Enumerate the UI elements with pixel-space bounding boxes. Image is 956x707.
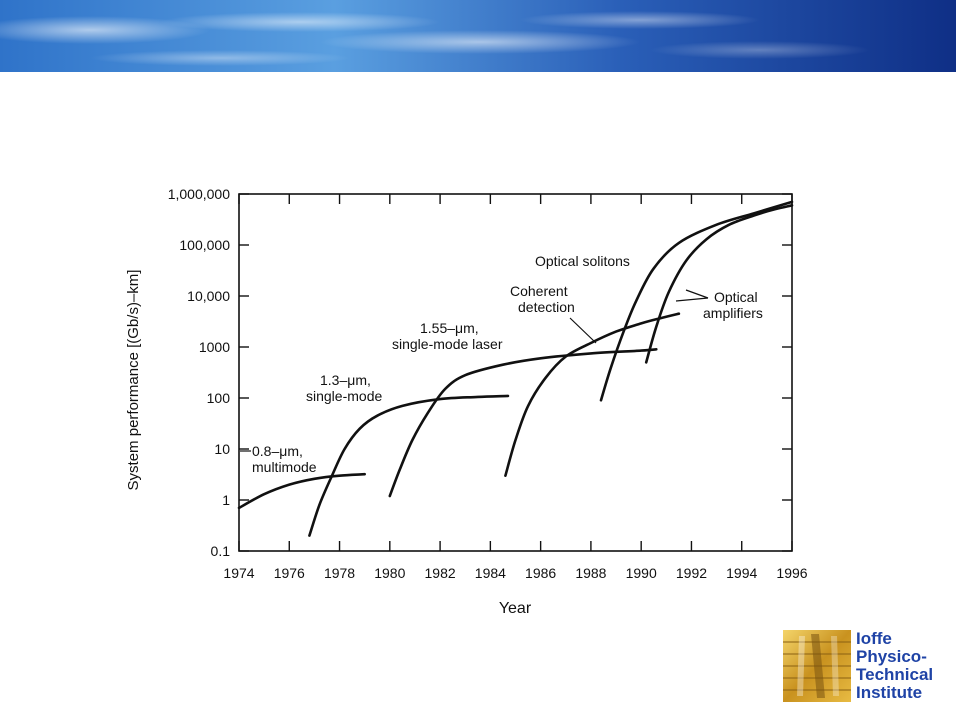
y-tick-label: 1 — [222, 492, 230, 508]
annotation-leader — [685, 289, 709, 299]
x-tick-label: 1990 — [626, 565, 657, 581]
ripple — [0, 16, 210, 44]
logo-emblem-icon — [783, 630, 851, 702]
series-line-2 — [308, 394, 510, 537]
y-ticks: 0.1 1 10 100 1000 10,000 100,000 1,000,000 — [168, 186, 792, 559]
y-tick-label: 10 — [214, 441, 230, 457]
ripple — [520, 11, 760, 29]
ripple — [160, 12, 440, 32]
x-tick-label: 1994 — [726, 565, 757, 581]
ripple — [650, 41, 870, 59]
x-tick-label: 1978 — [324, 565, 355, 581]
annotation-coherent: Coherent detection — [510, 283, 575, 315]
annotation-multimode: 0.8–μm, multimode — [252, 443, 317, 475]
ripple — [320, 30, 640, 54]
y-tick-label: 0.1 — [211, 543, 231, 559]
series-line-3 — [388, 348, 658, 498]
series-line-6 — [644, 204, 794, 364]
annotation-leader — [675, 297, 709, 302]
annotation-leader — [569, 317, 597, 344]
y-tick-label: 1,000,000 — [168, 186, 230, 202]
x-tick-label: 1980 — [374, 565, 405, 581]
annotation-amplifiers: Optical amplifiers — [703, 289, 763, 321]
y-tick-label: 1000 — [199, 339, 230, 355]
y-tick-label: 10,000 — [187, 288, 230, 304]
series-line-5 — [599, 200, 794, 402]
plot-area — [238, 193, 793, 552]
series-line-4 — [504, 312, 681, 477]
x-tick-label: 1984 — [475, 565, 506, 581]
y-axis-label: System performance [(Gb/s)–km] — [125, 270, 142, 491]
x-tick-label: 1986 — [525, 565, 556, 581]
institute-logo: Ioffe Physico- Technical Institute — [781, 628, 951, 704]
x-tick-label: 1996 — [776, 565, 807, 581]
x-tick-label: 1982 — [425, 565, 456, 581]
plot-frame — [238, 193, 793, 552]
x-ticks: 1974 1976 1978 1980 1982 1984 1986 1988 1990 1992… — [223, 194, 808, 581]
series-line-1 — [237, 472, 366, 510]
annotation-solitons: Optical solitons — [535, 253, 630, 269]
y-tick-label: 100 — [207, 390, 231, 406]
y-tick-label: 100,000 — [179, 237, 230, 253]
ripple — [90, 50, 350, 66]
x-tick-label: 1974 — [223, 565, 254, 581]
x-tick-label: 1988 — [575, 565, 606, 581]
logo-line: Physico- — [856, 647, 927, 666]
logo-line: Ioffe — [856, 629, 892, 648]
annotation-1300nm: 1.3–μm, single-mode — [306, 372, 382, 404]
x-axis-label: Year — [499, 600, 532, 617]
logo-line: Institute — [856, 683, 923, 702]
annotation-1550nm: 1.55–μm, single-mode laser — [392, 320, 503, 352]
series-lines — [237, 200, 794, 537]
header-banner — [0, 0, 956, 72]
x-tick-label: 1992 — [676, 565, 707, 581]
x-tick-label: 1976 — [274, 565, 305, 581]
logo-line: Technical — [856, 665, 934, 684]
